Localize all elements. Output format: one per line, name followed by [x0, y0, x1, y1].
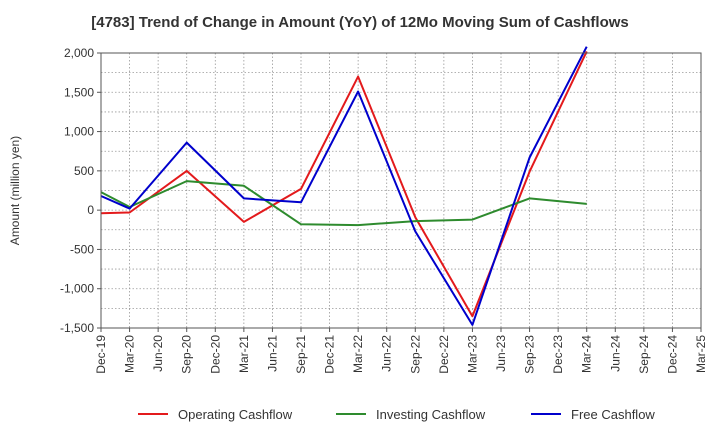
x-tick-label: Mar-21: [237, 335, 251, 373]
x-tick-label: Sep-22: [408, 335, 422, 374]
x-tick-label: Dec-20: [208, 335, 222, 374]
chart-title: [4783] Trend of Change in Amount (YoY) o…: [91, 14, 629, 31]
y-tick-label: 2,000: [64, 46, 94, 60]
x-tick-label: Dec-21: [323, 335, 337, 374]
legend-label: Operating Cashflow: [178, 407, 293, 422]
x-tick-label: Sep-23: [523, 335, 537, 374]
x-tick-label: Dec-23: [551, 335, 565, 374]
grid-lines: [100, 52, 702, 329]
plot-frame: [100, 52, 702, 329]
x-axis: Dec-19 Mar-20 Jun-20 Sep-20 Dec-20 Mar-21 Jun-…: [94, 328, 708, 374]
x-tick-label: Dec-19: [94, 335, 108, 374]
y-tick-label: -1,000: [60, 282, 94, 296]
x-tick-label: Sep-21: [294, 335, 308, 374]
y-tick-label: 1,500: [64, 85, 94, 99]
x-tick-label: Jun-22: [380, 335, 394, 372]
y-axis: 2,000 1,500 1,000 500 0 -500 -1,000 -1,500: [60, 46, 101, 335]
x-tick-label: Sep-20: [180, 335, 194, 374]
x-tick-label: Dec-24: [665, 335, 679, 374]
y-tick-label: -1,500: [60, 321, 94, 335]
x-tick-label: Mar-23: [465, 335, 479, 373]
x-tick-label: Jun-20: [151, 335, 165, 372]
x-tick-label: Mar-22: [351, 335, 365, 373]
x-tick-label: Jun-21: [265, 335, 279, 372]
x-tick-label: Dec-22: [437, 335, 451, 374]
x-tick-label: Mar-24: [580, 335, 594, 373]
legend: Operating Cashflow Investing Cashflow Free…: [138, 407, 655, 422]
y-tick-label: -500: [70, 242, 94, 256]
series-line-investing-cashflow: [100, 180, 587, 227]
y-tick-label: 0: [87, 203, 94, 217]
x-tick-label: Jun-24: [608, 335, 622, 372]
y-axis-label: Amount (million yen): [8, 136, 22, 245]
series-line-free-cashflow: [100, 46, 588, 326]
legend-label: Investing Cashflow: [376, 407, 486, 422]
y-tick-label: 500: [74, 164, 94, 178]
x-tick-label: Mar-25: [694, 335, 708, 373]
y-tick-label: 1,000: [64, 125, 94, 139]
x-tick-label: Sep-24: [637, 335, 651, 374]
legend-label: Free Cashflow: [571, 407, 655, 422]
series-line-operating-cashflow: [100, 50, 588, 318]
x-tick-label: Jun-23: [494, 335, 508, 372]
x-tick-label: Mar-20: [123, 335, 137, 373]
series-lines: [100, 46, 588, 326]
